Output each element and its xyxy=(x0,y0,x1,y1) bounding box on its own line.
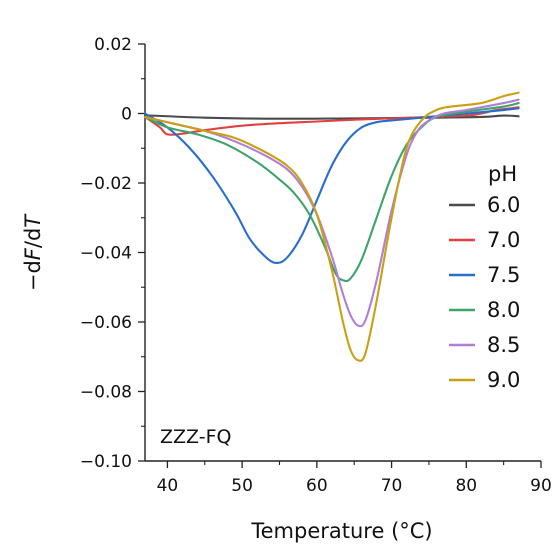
y-tick-label: −0.02 xyxy=(80,174,132,194)
y-tick-label: −0.06 xyxy=(80,313,132,333)
legend-label-8.0: 8.0 xyxy=(487,298,520,322)
y-axis-label-mid: /d xyxy=(21,228,45,248)
y-tick-label: −0.04 xyxy=(80,244,132,264)
y-tick-label: 0 xyxy=(121,105,132,125)
legend-label-6.0: 6.0 xyxy=(487,193,520,217)
legend-label-7.5: 7.5 xyxy=(487,263,520,287)
legend-label-8.5: 8.5 xyxy=(487,333,520,357)
y-axis-label: −dF/dT xyxy=(21,213,45,291)
x-tick-label: 50 xyxy=(231,476,253,496)
y-axis-label-italic-f: F xyxy=(21,247,45,260)
legend-label-9.0: 9.0 xyxy=(487,368,520,392)
legend-label-7.0: 7.0 xyxy=(487,228,520,252)
legend-title: pH xyxy=(488,162,517,186)
x-tick-label: 60 xyxy=(306,476,328,496)
x-tick-label: 40 xyxy=(157,476,179,496)
series-lines xyxy=(143,91,520,362)
y-tick-label: −0.10 xyxy=(80,452,132,472)
x-tick-label: 70 xyxy=(381,476,403,496)
series-line-9.0 xyxy=(143,91,520,362)
series-line-8.5 xyxy=(143,98,520,328)
y-axis-label-prefix: −d xyxy=(21,260,45,291)
y-tick-label: −0.08 xyxy=(80,383,132,403)
y-tick-label: 0.02 xyxy=(94,35,132,55)
x-tick-label: 90 xyxy=(530,476,552,496)
chart-annotation: ZZZ-FQ xyxy=(160,426,231,448)
legend: pH 6.0 7.0 7.5 8.0 8.5 9.0 xyxy=(449,162,520,392)
ticks: 40 50 60 70 80 90 0.02 0 −0.02 −0.04 −0.06 −0.08 −0.… xyxy=(80,35,552,496)
x-axis-label: Temperature (°C) xyxy=(250,519,432,543)
y-axis-label-italic-t: T xyxy=(21,213,45,228)
x-tick-label: 80 xyxy=(455,476,477,496)
